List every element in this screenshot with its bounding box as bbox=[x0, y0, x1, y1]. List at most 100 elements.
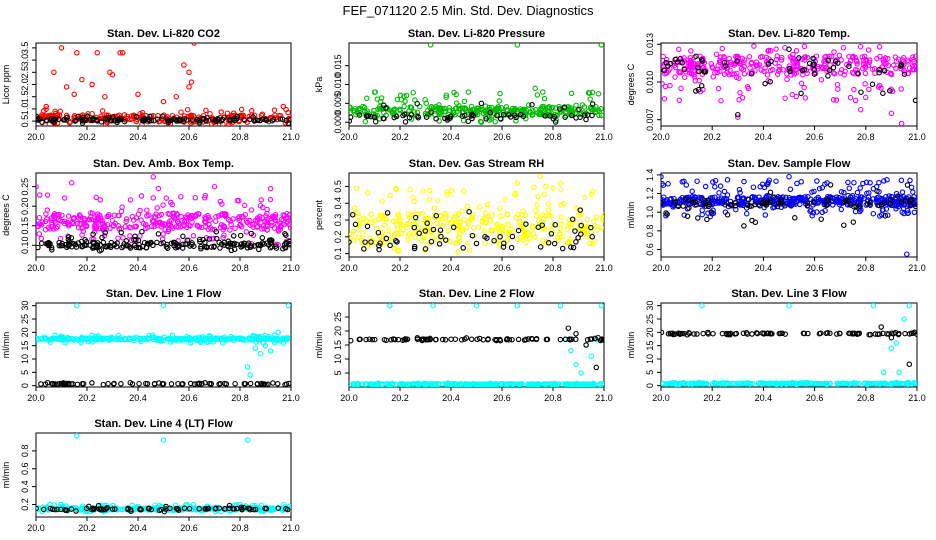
data-point bbox=[392, 381, 399, 387]
data-point bbox=[376, 246, 382, 253]
data-point bbox=[72, 241, 79, 248]
data-point bbox=[581, 194, 588, 201]
data-point bbox=[119, 204, 125, 210]
data-point bbox=[148, 117, 155, 124]
data-point bbox=[906, 361, 913, 368]
data-point bbox=[857, 106, 864, 113]
data-point bbox=[892, 380, 898, 387]
data-point bbox=[877, 53, 883, 60]
data-point bbox=[432, 336, 439, 343]
data-point bbox=[131, 113, 137, 120]
data-point bbox=[797, 201, 803, 208]
data-point bbox=[456, 224, 462, 230]
series-primary bbox=[36, 174, 291, 249]
x-tick-label: 21.0 bbox=[595, 132, 613, 142]
data-point bbox=[557, 106, 563, 112]
data-point bbox=[437, 105, 443, 111]
data-point bbox=[205, 505, 212, 512]
data-point bbox=[462, 381, 469, 387]
data-point bbox=[713, 51, 720, 58]
data-point bbox=[392, 245, 398, 252]
data-point bbox=[585, 90, 592, 96]
data-point bbox=[217, 198, 224, 205]
y-tick-label: 0.005 bbox=[333, 92, 343, 115]
data-point bbox=[770, 194, 776, 200]
data-point bbox=[112, 506, 118, 512]
data-point bbox=[280, 103, 287, 110]
data-point bbox=[721, 188, 728, 195]
data-point bbox=[493, 381, 499, 387]
data-point bbox=[273, 243, 279, 249]
data-point bbox=[246, 116, 253, 123]
data-point bbox=[884, 177, 890, 183]
data-point bbox=[406, 381, 413, 387]
data-point bbox=[255, 241, 261, 248]
data-point bbox=[786, 65, 793, 72]
data-point bbox=[539, 238, 546, 244]
data-point bbox=[681, 178, 687, 185]
y-tick-label: 30 bbox=[20, 301, 30, 311]
data-point bbox=[521, 229, 528, 236]
data-point bbox=[815, 196, 822, 202]
y-tick-label: 0.25 bbox=[20, 178, 30, 196]
data-point bbox=[576, 106, 582, 113]
data-point bbox=[254, 224, 260, 230]
data-point bbox=[156, 212, 163, 219]
data-point bbox=[661, 180, 665, 187]
data-point bbox=[515, 236, 521, 243]
data-point bbox=[730, 380, 737, 387]
data-point bbox=[810, 202, 816, 208]
data-point bbox=[121, 335, 128, 342]
data-point bbox=[661, 53, 667, 60]
data-point bbox=[825, 57, 832, 64]
x-tick-label: 20.8 bbox=[544, 263, 562, 273]
data-point bbox=[438, 233, 444, 240]
data-point bbox=[422, 228, 429, 234]
data-point bbox=[287, 241, 291, 248]
data-point bbox=[248, 207, 255, 213]
data-point bbox=[764, 193, 770, 199]
x-tick-label: 20.4 bbox=[129, 263, 147, 273]
data-point bbox=[372, 336, 378, 343]
data-point bbox=[820, 65, 826, 72]
data-point bbox=[723, 63, 729, 69]
data-point bbox=[573, 336, 579, 343]
data-point bbox=[287, 225, 291, 231]
data-point bbox=[427, 220, 434, 227]
data-point bbox=[154, 337, 161, 344]
x-tick-label: 20.4 bbox=[442, 393, 460, 403]
data-point bbox=[170, 210, 176, 216]
data-point bbox=[154, 335, 161, 342]
y-tick-label: 0.2 bbox=[20, 498, 30, 511]
x-tick-label: 20.0 bbox=[652, 263, 670, 273]
data-point bbox=[262, 342, 269, 349]
chart-panel-amb-box-temp: Stan. Dev. Amb. Box Temp.degrees C20.0 20… bbox=[1, 158, 300, 273]
data-point bbox=[548, 231, 555, 237]
y-axis-label: ml/min bbox=[314, 332, 324, 359]
data-point bbox=[576, 212, 582, 218]
data-point bbox=[583, 342, 589, 348]
data-point bbox=[587, 240, 593, 247]
data-point bbox=[143, 222, 149, 228]
data-point bbox=[882, 55, 889, 61]
data-point bbox=[177, 117, 184, 124]
data-point bbox=[68, 235, 75, 241]
x-tick-label: 20.2 bbox=[703, 132, 721, 142]
data-point bbox=[475, 105, 482, 112]
data-point bbox=[133, 244, 140, 251]
data-point bbox=[728, 202, 734, 208]
data-point bbox=[589, 112, 595, 119]
data-point bbox=[461, 188, 467, 195]
data-point bbox=[364, 189, 371, 196]
data-point bbox=[52, 110, 59, 117]
data-point bbox=[400, 112, 406, 119]
data-point bbox=[181, 505, 188, 511]
data-point bbox=[277, 116, 284, 122]
data-point bbox=[898, 120, 905, 126]
data-point bbox=[816, 185, 823, 192]
data-point bbox=[160, 98, 167, 105]
data-point bbox=[269, 214, 276, 220]
data-point bbox=[510, 228, 517, 235]
data-point bbox=[190, 233, 197, 239]
